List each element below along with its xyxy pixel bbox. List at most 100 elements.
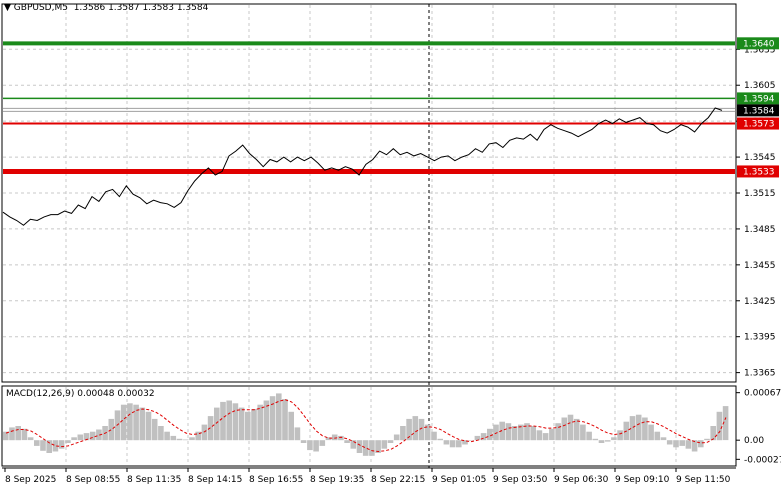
macd-histogram-bar [269, 396, 276, 441]
macd-histogram-bar [362, 440, 369, 456]
macd-histogram-bar [319, 440, 326, 446]
time-tick-label: 9 Sep 01:05 [432, 475, 486, 485]
macd-histogram-bar [586, 431, 592, 441]
level-lines [3, 41, 735, 174]
macd-histogram-bar [666, 440, 673, 445]
macd-histogram-bar [108, 418, 115, 441]
macd-histogram-bar [487, 428, 493, 441]
macd-histogram-bar [716, 411, 723, 441]
macd-histogram-bar [648, 424, 654, 441]
level-tag-background [737, 37, 779, 50]
macd-histogram-bar [288, 411, 294, 441]
macd-histogram-bar [710, 426, 716, 441]
macd-histogram-bar [350, 440, 357, 449]
macd-histogram-bar [611, 437, 617, 441]
current-price-tag-background [737, 104, 779, 117]
macd-histogram-bar [15, 426, 21, 441]
macd-histogram-bar [375, 440, 381, 453]
price-tick-label: 1.3485 [744, 225, 776, 235]
ohlc-open: 1.3586 [73, 3, 106, 13]
macd-histogram-bar [46, 440, 52, 453]
macd-histogram-bar [294, 427, 301, 441]
macd-value: 0.00048 [77, 389, 115, 399]
macd-histogram-bar [604, 440, 611, 442]
macd-histogram-bar [542, 433, 549, 441]
macd-histogram-bar [251, 409, 257, 441]
time-tick-label: 8 Sep 16:55 [249, 475, 303, 485]
time-tick-label: 8 Sep 11:35 [127, 475, 181, 485]
macd-histogram-bar [530, 426, 536, 441]
macd-histogram-bar [307, 440, 313, 451]
price-tick-label: 1.3365 [744, 369, 776, 379]
macd-histogram-bar [635, 414, 642, 441]
macd-histogram-bar [3, 431, 9, 441]
macd-histogram-bar [629, 416, 636, 441]
macd-histogram-bar [381, 440, 388, 449]
macd-tick-label: 0.00 [744, 436, 764, 446]
macd-histogram-bar [660, 437, 667, 441]
macd-histogram-bar [400, 426, 406, 441]
macd-histogram-bar [96, 429, 102, 441]
ohlc-close: 1.3584 [176, 3, 209, 13]
macd-histogram-bar [245, 411, 251, 441]
price-line [2, 107, 723, 226]
macd-histogram-bar [151, 418, 158, 441]
macd-histogram-bar [480, 433, 487, 441]
macd-histogram-bar [325, 437, 332, 441]
time-tick-label: 8 Sep 08:55 [66, 475, 120, 485]
macd-histogram-bar [338, 435, 344, 441]
macd-histogram-bar [164, 431, 170, 441]
macd-histogram-bar [387, 440, 394, 443]
macd-histogram-bar [424, 424, 431, 441]
price-series [2, 107, 723, 226]
macd-histogram-bar [226, 400, 232, 441]
macd-histogram-bar [449, 440, 456, 448]
macd-histogram-bar [518, 424, 524, 441]
macd-tick-label: 0.00067 [744, 389, 781, 399]
macd-histogram-bar [369, 440, 375, 456]
macd-indicator-label: MACD(12,26,9) [6, 389, 75, 399]
macd-tick-label: -0.00027 [744, 455, 781, 465]
macd-signal-line [5, 399, 727, 453]
macd-histogram-bar [195, 431, 201, 441]
macd-histogram-bar [642, 417, 648, 441]
macd-histogram-bar [65, 440, 71, 443]
macd-histogram-bar [214, 407, 220, 441]
price-tick-label: 1.3605 [744, 81, 776, 91]
macd-signal-value: 0.00032 [117, 389, 155, 399]
macd-histogram-bar [474, 435, 481, 441]
macd-histogram-bar [9, 427, 15, 441]
macd-histogram-bar [300, 440, 307, 443]
macd-histogram-bar [679, 440, 685, 446]
macd-histogram-bar [34, 440, 40, 446]
macd-histogram-bar [462, 440, 468, 445]
macd-histogram-bar [182, 439, 189, 441]
macd-histogram-bar [170, 435, 177, 441]
time-tick-label: 8 Sep 2025 [5, 475, 56, 485]
macd-histogram-bar [406, 418, 412, 441]
macd-histogram-bar [52, 440, 59, 452]
macd-histogram-bar [437, 438, 443, 441]
symbol-header: ▼ GBPUSD,M5 1.3586 1.3587 1.3583 1.3584 [4, 3, 208, 13]
macd-histogram-bar [344, 440, 350, 443]
macd-histogram-bar [456, 440, 462, 448]
price-tick-label: 1.3395 [744, 333, 776, 343]
dropdown-triangle-icon[interactable]: ▼ [4, 3, 11, 13]
macd-histogram-bar [133, 404, 139, 441]
time-tick-label: 9 Sep 11:50 [676, 475, 731, 485]
macd-histogram-bar [139, 407, 146, 441]
macd-histogram-bar [524, 423, 530, 441]
macd-histogram-bar [158, 426, 164, 441]
macd-histogram-bar [89, 431, 96, 441]
macd-histogram-bar [549, 428, 555, 441]
level-tag-label: 1.3594 [743, 94, 775, 104]
macd-histogram-bar [431, 431, 437, 441]
macd-pane-border [1, 385, 737, 467]
macd-histogram-bar [722, 406, 729, 441]
time-tick-label: 9 Sep 09:10 [615, 475, 670, 485]
symbol-timeframe: GBPUSD,M5 [13, 3, 68, 13]
level-price-tags: 1.3640 1.3594 1.3573 1.3533 1.3584 [737, 37, 779, 178]
macd-histogram-bar [282, 399, 288, 441]
macd-histogram-bar [232, 403, 239, 441]
